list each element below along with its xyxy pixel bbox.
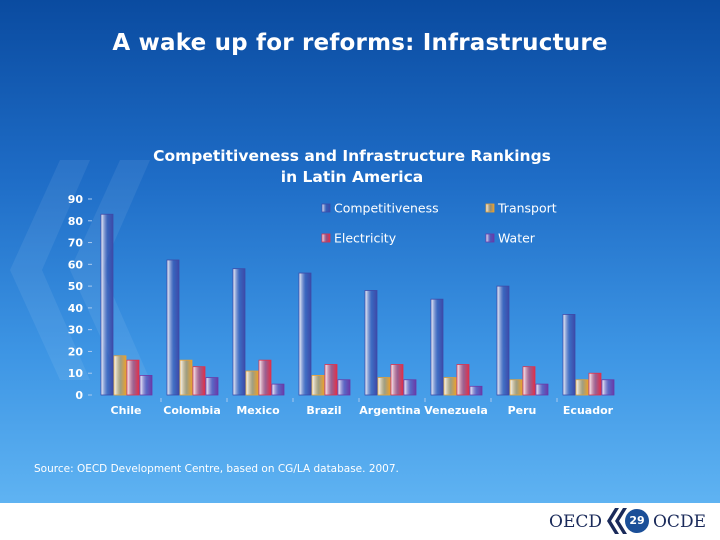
y-tick-label: 90 bbox=[68, 193, 84, 206]
legend-swatch-competitiveness bbox=[321, 203, 331, 213]
bar-electricity-chile bbox=[126, 359, 140, 396]
oecd-wordmark: OECD bbox=[549, 512, 602, 532]
ocde-wordmark: OCDE bbox=[653, 512, 706, 532]
oecd-logo-icon bbox=[607, 508, 627, 534]
legend-swatch-transport bbox=[485, 203, 495, 213]
bar-transport-chile bbox=[113, 355, 127, 396]
legend-label-water: Water bbox=[498, 231, 536, 246]
legend-label-electricity: Electricity bbox=[334, 231, 397, 246]
bar-transport-mexico bbox=[245, 370, 259, 396]
y-tick-label: 80 bbox=[68, 215, 84, 228]
x-category-label: Colombia bbox=[163, 404, 221, 417]
y-tick-label: 70 bbox=[68, 237, 84, 250]
legend-label-competitiveness: Competitiveness bbox=[334, 201, 439, 216]
bar-competitiveness-brazil bbox=[298, 272, 312, 396]
bar-transport-venezuela bbox=[443, 377, 457, 396]
slide-background bbox=[0, 0, 720, 503]
bar-transport-brazil bbox=[311, 374, 325, 396]
bar-electricity-mexico bbox=[258, 359, 272, 396]
bar-competitiveness-argentina bbox=[364, 290, 378, 396]
y-tick-label: 10 bbox=[68, 367, 84, 380]
bar-electricity-argentina bbox=[390, 364, 404, 396]
bar-competitiveness-peru bbox=[496, 285, 510, 396]
legend-label-transport: Transport bbox=[497, 201, 557, 216]
x-category-label: Venezuela bbox=[424, 404, 488, 417]
bar-water-brazil bbox=[337, 379, 351, 396]
x-category-label: Mexico bbox=[236, 404, 280, 417]
source-note: Source: OECD Development Centre, based o… bbox=[34, 463, 399, 475]
page-number-badge: 29 bbox=[625, 509, 649, 533]
y-tick-label: 60 bbox=[68, 258, 84, 271]
bar-water-colombia bbox=[205, 377, 219, 396]
bar-competitiveness-chile bbox=[100, 213, 114, 396]
y-tick-label: 20 bbox=[68, 345, 84, 358]
bar-transport-argentina bbox=[377, 377, 391, 396]
bar-water-peru bbox=[535, 383, 549, 396]
chart-legend: Competitiveness Transport Electricity Water bbox=[321, 201, 557, 246]
y-tick-label: 40 bbox=[68, 302, 84, 315]
bar-water-venezuela bbox=[469, 385, 483, 396]
y-tick-label: 30 bbox=[68, 324, 84, 337]
bar-chart: Competitiveness and Infrastructure Ranki… bbox=[68, 147, 615, 417]
y-tick-label: 50 bbox=[68, 280, 84, 293]
bar-electricity-peru bbox=[522, 366, 536, 396]
bar-competitiveness-ecuador bbox=[562, 314, 576, 396]
bar-water-chile bbox=[139, 374, 153, 396]
y-tick-label: 0 bbox=[75, 389, 83, 402]
bar-electricity-colombia bbox=[192, 366, 206, 396]
legend-swatch-water bbox=[485, 233, 495, 243]
bar-competitiveness-colombia bbox=[166, 259, 180, 396]
bar-competitiveness-mexico bbox=[232, 268, 246, 396]
x-axis-labels: Chile Colombia Mexico Brazil Argentina Venezu… bbox=[111, 398, 614, 417]
bar-electricity-venezuela bbox=[456, 364, 470, 396]
x-category-label: Argentina bbox=[359, 404, 420, 417]
bar-water-mexico bbox=[271, 383, 285, 396]
legend-swatch-electricity bbox=[321, 233, 331, 243]
bar-electricity-ecuador bbox=[588, 372, 602, 396]
slide-title: A wake up for reforms: Infrastructure bbox=[112, 30, 608, 56]
bar-electricity-brazil bbox=[324, 364, 338, 396]
x-category-label: Brazil bbox=[306, 404, 341, 417]
chart-title-line-2: in Latin America bbox=[281, 168, 424, 186]
x-category-label: Chile bbox=[111, 404, 142, 417]
y-axis: 0 10 20 30 40 50 60 70 80 90 bbox=[68, 193, 92, 402]
bar-water-ecuador bbox=[601, 379, 615, 396]
bar-competitiveness-venezuela bbox=[430, 298, 444, 396]
bar-transport-peru bbox=[509, 379, 523, 396]
chart-title-line-1: Competitiveness and Infrastructure Ranki… bbox=[153, 147, 551, 165]
bar-transport-ecuador bbox=[575, 379, 589, 396]
bar-transport-colombia bbox=[179, 359, 193, 396]
bar-water-argentina bbox=[403, 379, 417, 396]
bar-series bbox=[100, 213, 615, 396]
x-category-label: Peru bbox=[508, 404, 537, 417]
footer-bar: OECD OCDE bbox=[0, 503, 720, 540]
x-category-label: Ecuador bbox=[563, 404, 614, 417]
